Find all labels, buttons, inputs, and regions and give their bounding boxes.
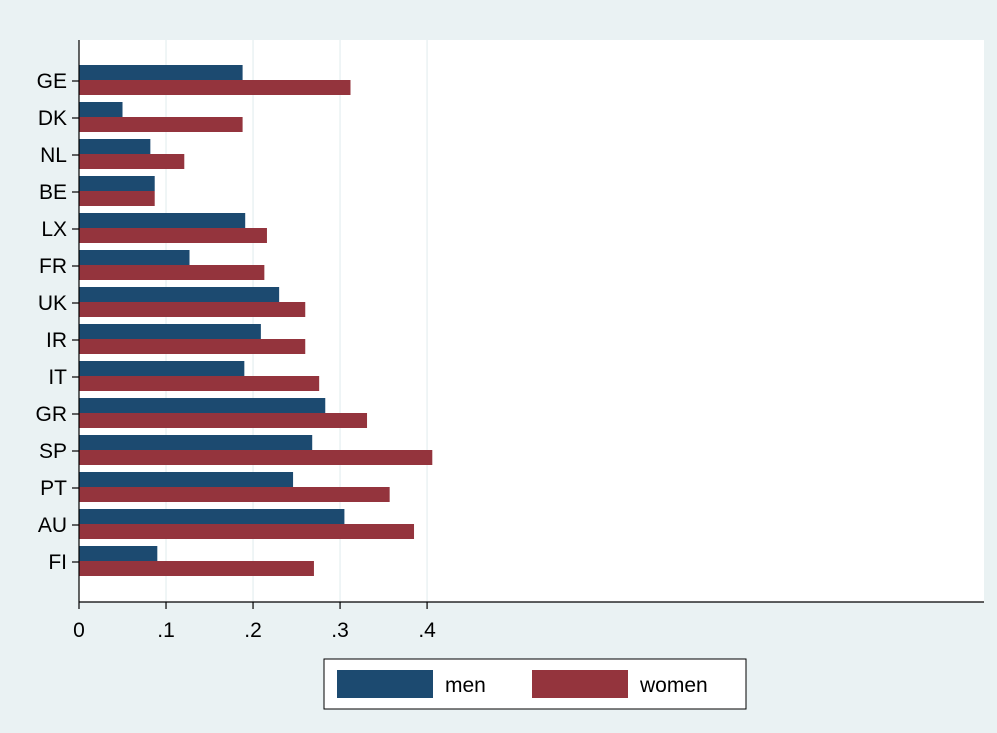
- bar-men-au: [79, 509, 345, 524]
- y-tick-label: GE: [37, 70, 67, 93]
- bar-men-be: [79, 176, 155, 191]
- y-tick-label: IT: [48, 366, 67, 389]
- y-tick-label: GR: [36, 403, 68, 426]
- x-tick-label: 0: [73, 619, 85, 642]
- y-tick-label: FR: [39, 255, 67, 278]
- bar-women-dk: [79, 117, 243, 132]
- bar-men-it: [79, 361, 245, 376]
- grid-lines: [165, 40, 428, 602]
- axes: [72, 40, 984, 609]
- y-tick-label: UK: [38, 292, 67, 315]
- bar-women-it: [79, 376, 320, 391]
- bar-men-dk: [79, 102, 123, 117]
- y-tick-label: SP: [39, 440, 67, 463]
- y-tick-label: DK: [38, 107, 67, 130]
- bar-women-fi: [79, 561, 314, 576]
- y-tick-label: BE: [39, 181, 67, 204]
- bar-women-gr: [79, 413, 368, 428]
- bar-women-au: [79, 524, 415, 539]
- legend: men women: [323, 658, 747, 710]
- y-tick-label: PT: [40, 477, 67, 500]
- bar-women-fr: [79, 265, 265, 280]
- bar-men-fr: [79, 250, 190, 265]
- y-tick-label: FI: [48, 551, 67, 574]
- legend-label-men: men: [445, 674, 486, 697]
- bar-women-ge: [79, 80, 351, 95]
- plot-area: [79, 40, 984, 602]
- x-tick-labels: 0 .1 .2 .3 .4: [73, 619, 436, 642]
- bar-men-fi: [79, 546, 158, 561]
- y-tick-labels: GE DK NL BE LX FR UK IR IT GR SP PT AU FI: [36, 70, 68, 574]
- bar-men-ge: [79, 65, 243, 80]
- y-tick-label: LX: [41, 218, 67, 241]
- bar-men-ir: [79, 324, 261, 339]
- bar-women-be: [79, 191, 155, 206]
- bar-women-lx: [79, 228, 267, 243]
- bar-men-nl: [79, 139, 151, 154]
- bar-men-gr: [79, 398, 326, 413]
- legend-swatch-men: [337, 670, 433, 698]
- y-tick-label: AU: [38, 514, 67, 537]
- bar-women-sp: [79, 450, 433, 465]
- x-tick-label: .4: [418, 619, 436, 642]
- x-tick-label: .2: [244, 619, 262, 642]
- bar-women-uk: [79, 302, 306, 317]
- bar-women-ir: [79, 339, 306, 354]
- bar-men-pt: [79, 472, 294, 487]
- legend-label-women: women: [639, 674, 708, 697]
- bar-men-uk: [79, 287, 280, 302]
- y-tick-label: IR: [46, 329, 67, 352]
- bar-women-nl: [79, 154, 185, 169]
- bar-men-lx: [79, 213, 246, 228]
- bar-women-pt: [79, 487, 390, 502]
- legend-swatch-women: [532, 670, 628, 698]
- x-tick-label: .1: [157, 619, 175, 642]
- y-tick-label: NL: [40, 144, 67, 167]
- x-tick-label: .3: [331, 619, 349, 642]
- bars: [79, 65, 433, 576]
- bar-men-sp: [79, 435, 313, 450]
